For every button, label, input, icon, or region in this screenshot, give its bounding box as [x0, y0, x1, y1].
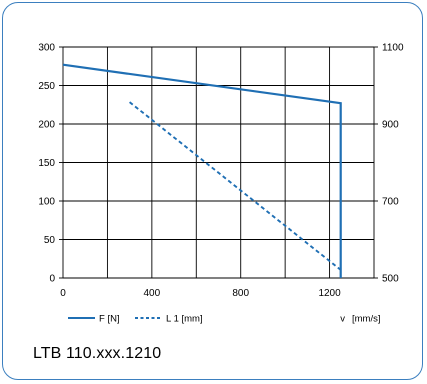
y-left-tick-label: 0	[49, 274, 55, 285]
y-left-tick-label: 50	[44, 235, 56, 246]
x-tick-label: 400	[144, 288, 161, 299]
y-right-tick-label: 500	[382, 274, 399, 285]
x-axis-label: v	[340, 314, 345, 325]
legend-label: F [N]	[99, 314, 120, 325]
y-right-tick-label: 1100	[382, 43, 404, 54]
chart-caption: LTB 110.xxx.1210	[33, 345, 162, 362]
x-tick-label: 1200	[318, 288, 341, 299]
series-lines	[62, 63, 342, 278]
x-tick-label: 800	[232, 288, 249, 299]
legend-label: L 1 [mm]	[166, 314, 203, 325]
series-line-f	[62, 63, 342, 278]
y-right-tick-label: 700	[382, 197, 399, 208]
x-tick-label: 0	[60, 288, 66, 299]
y-left-tick-label: 200	[38, 120, 55, 131]
y-left-tick-label: 100	[38, 197, 55, 208]
chart-card	[2, 2, 423, 380]
y-right-tick-label: 900	[382, 120, 399, 131]
legend: F [N] L 1 [mm] v [mm/s]	[68, 314, 381, 325]
series-line-l1	[129, 101, 342, 271]
x-axis-unit: [mm/s]	[352, 314, 381, 325]
y-left-tick-label: 250	[38, 81, 55, 92]
tick-labels: 0 50 100 150 200 250 300 500 700 900 1100 0 400 800 12…	[38, 43, 404, 300]
y-left-tick-label: 150	[38, 158, 55, 169]
grid	[59, 46, 378, 279]
y-left-tick-label: 300	[38, 43, 55, 54]
